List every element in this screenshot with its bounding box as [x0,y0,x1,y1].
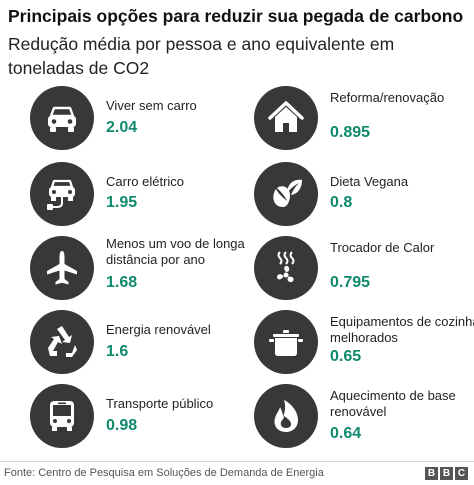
car-icon [30,86,94,150]
option-label: Viver sem carro [106,98,197,113]
option-item: Dieta Vegana 0.8 [254,162,474,232]
option-label: Aquecimento de base renovável [330,388,456,419]
bbc-logo-letter: B [425,467,438,480]
option-value: 1.68 [106,274,138,291]
option-value: 0.8 [330,194,353,211]
bbc-logo: B B C [425,467,468,480]
source-note: Fonte: Centro de Pesquisa em Soluções de… [4,467,324,479]
bus-icon [30,384,94,448]
option-item: Energia renovável 1.6 [30,310,260,380]
option-label: Trocador de Calor [330,240,435,255]
option-value: 0.64 [330,425,362,442]
option-value: 0.65 [330,348,362,365]
option-value: 0.895 [330,124,371,141]
option-item: Reforma/renovação 0.895 [254,86,474,156]
chart-subtitle: Redução média por pessoa e ano equivalen… [8,34,395,78]
option-value: 0.795 [330,274,371,291]
fan-icon [254,236,318,300]
option-item: Equipamentos de cozinha melhorados 0.65 [254,310,474,380]
airplane-icon [30,236,94,300]
option-label: Transporte público [106,396,214,411]
recycle-icon [30,310,94,374]
bbc-logo-letter: C [455,467,468,480]
house-icon [254,86,318,150]
cooking-pot-icon [254,310,318,374]
option-item: Transporte público 0.98 [30,384,260,454]
option-value: 0.98 [106,417,138,434]
chart-title: Principais opções para reduzir sua pegad… [8,6,464,26]
option-value: 1.95 [106,194,138,211]
option-item: Aquecimento de base renovável 0.64 [254,384,474,454]
option-label: Reforma/renovação [330,90,445,105]
option-label: Energia renovável [106,322,211,337]
bbc-logo-letter: B [440,467,453,480]
option-label: Equipamentos de cozinha melhorados [330,314,474,345]
option-value: 2.04 [106,119,138,136]
electric-car-icon [30,162,94,226]
footer-divider [0,461,474,462]
option-item: Menos um voo de longa distância por ano … [30,236,260,306]
option-label: Menos um voo de longa distância por ano [106,236,245,267]
option-item: Carro elétrico 1.95 [30,162,260,232]
flame-icon [254,384,318,448]
leaf-icon [254,162,318,226]
option-label: Carro elétrico [106,174,185,189]
option-label: Dieta Vegana [330,174,409,189]
option-item: Trocador de Calor 0.795 [254,236,474,306]
option-value: 1.6 [106,343,129,360]
option-item: Viver sem carro 2.04 [30,86,260,156]
